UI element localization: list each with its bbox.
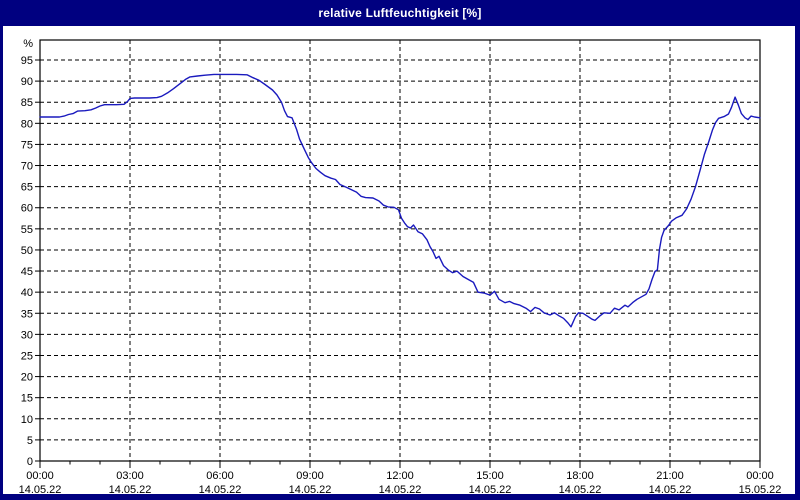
y-tick-label: 30 bbox=[21, 329, 33, 341]
y-tick-label: 75 bbox=[21, 139, 33, 151]
y-tick-label: 45 bbox=[21, 266, 33, 278]
x-tick-time-label: 06:00 bbox=[206, 470, 234, 482]
y-tick-label: 70 bbox=[21, 161, 33, 173]
x-tick-time-label: 12:00 bbox=[386, 470, 414, 482]
y-tick-label: 95 bbox=[21, 55, 33, 67]
x-tick-date-label: 14.05.22 bbox=[649, 484, 692, 496]
y-tick-label: 65 bbox=[21, 182, 33, 194]
x-tick-time-label: 09:00 bbox=[296, 470, 324, 482]
y-tick-label: 20 bbox=[21, 372, 33, 384]
x-tick-date-label: 14.05.22 bbox=[469, 484, 512, 496]
y-tick-label: 15 bbox=[21, 393, 33, 405]
y-tick-label: 0 bbox=[27, 456, 33, 468]
x-tick-time-label: 15:00 bbox=[476, 470, 504, 482]
y-tick-label: 90 bbox=[21, 76, 33, 88]
x-tick-date-label: 14.05.22 bbox=[199, 484, 242, 496]
x-tick-date-label: 14.05.22 bbox=[109, 484, 152, 496]
y-tick-label: 35 bbox=[21, 308, 33, 320]
y-tick-label: 25 bbox=[21, 350, 33, 362]
humidity-series-line bbox=[39, 73, 761, 328]
y-tick-label: 5 bbox=[27, 435, 33, 447]
y-tick-label: 55 bbox=[21, 224, 33, 236]
y-axis-unit-label: % bbox=[23, 38, 33, 50]
x-tick-date-label: 14.05.22 bbox=[19, 484, 62, 496]
y-tick-label: 60 bbox=[21, 203, 33, 215]
x-tick-time-label: 18:00 bbox=[566, 470, 594, 482]
x-tick-date-label: 15.05.22 bbox=[739, 484, 782, 496]
x-tick-date-label: 14.05.22 bbox=[379, 484, 422, 496]
x-tick-time-label: 00:00 bbox=[26, 470, 54, 482]
chart-area bbox=[3, 26, 795, 494]
x-tick-date-label: 14.05.22 bbox=[559, 484, 602, 496]
title-bar: relative Luftfeuchtigkeit [%] bbox=[0, 0, 800, 26]
y-tick-label: 85 bbox=[21, 97, 33, 109]
y-tick-label: 50 bbox=[21, 245, 33, 257]
x-tick-time-label: 03:00 bbox=[116, 470, 144, 482]
x-tick-time-label: 00:00 bbox=[746, 470, 774, 482]
x-tick-time-label: 21:00 bbox=[656, 470, 684, 482]
y-tick-label: 10 bbox=[21, 414, 33, 426]
x-tick-date-label: 14.05.22 bbox=[289, 484, 332, 496]
window-title: relative Luftfeuchtigkeit [%] bbox=[318, 6, 482, 20]
y-tick-label: 80 bbox=[21, 118, 33, 130]
y-tick-label: 40 bbox=[21, 287, 33, 299]
